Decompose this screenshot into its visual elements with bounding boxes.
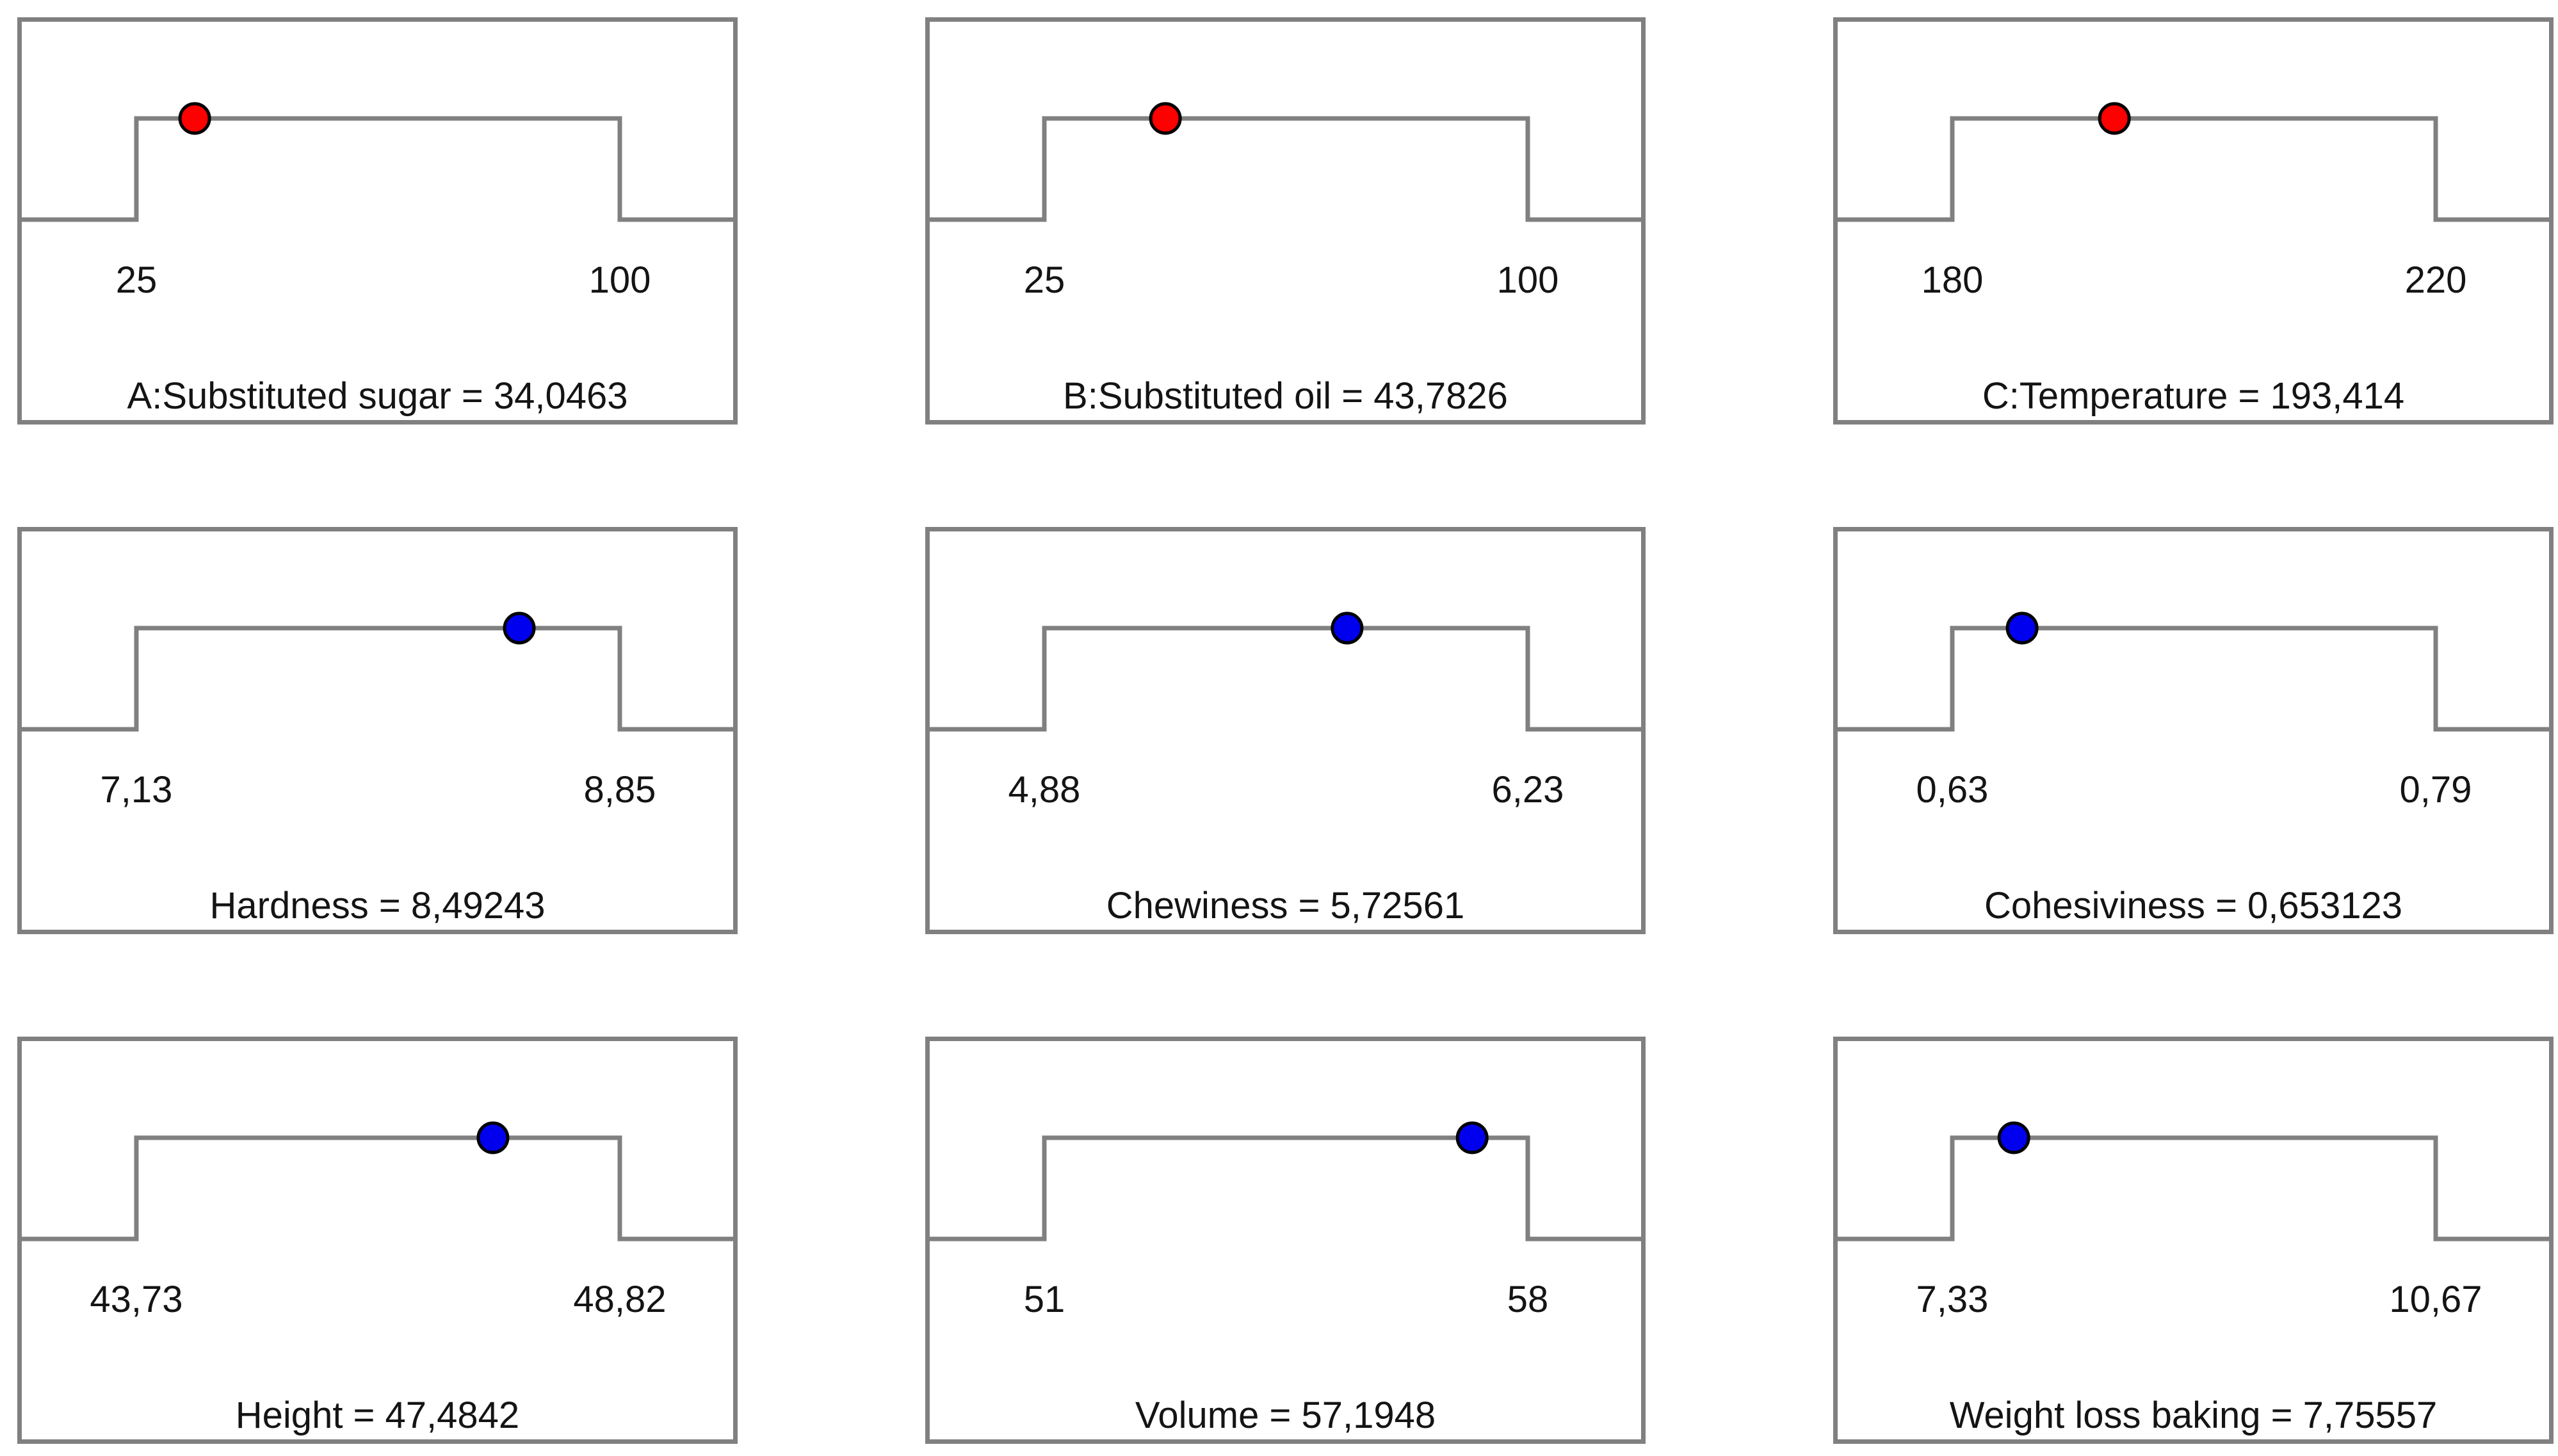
ramp-plot — [1838, 102, 2549, 222]
min-label: 25 — [1023, 259, 1065, 301]
panel-title: A:Substituted sugar = 34,0463 — [127, 375, 628, 417]
ramp-panel-Chewiness: 4,88 6,23 Chewiness = 5,72561 — [925, 527, 1646, 934]
min-label: 7,13 — [100, 769, 173, 811]
value-dot-Chewiness[interactable] — [1331, 611, 1364, 645]
ramp-panel-B: 25 100 B:Substituted oil = 43,7826 — [925, 17, 1646, 425]
panel-title: Chewiness = 5,72561 — [1106, 885, 1465, 926]
ramp-line — [1838, 116, 2549, 222]
ramp-plot — [22, 102, 733, 222]
max-label: 48,82 — [573, 1279, 667, 1320]
panel-title: Weight loss baking = 7,75557 — [1949, 1395, 2438, 1436]
ramp-grid: 25 100 A:Substituted sugar = 34,0463 25 … — [17, 17, 2554, 1444]
ramp-panel-A: 25 100 A:Substituted sugar = 34,0463 — [17, 17, 738, 425]
value-dot-Hardness[interactable] — [503, 611, 536, 645]
value-dot-C[interactable] — [2098, 102, 2131, 135]
panel-title: Volume = 57,1948 — [1135, 1395, 1436, 1436]
ramp-line — [930, 626, 1641, 732]
min-label: 4,88 — [1008, 769, 1081, 811]
max-label: 100 — [1496, 259, 1559, 301]
min-label: 25 — [115, 259, 158, 301]
panel-title: Height = 47,4842 — [235, 1395, 520, 1436]
panel-title: Cohesiviness = 0,653123 — [1984, 885, 2402, 926]
ramp-line — [22, 116, 733, 222]
ramp-plot — [930, 102, 1641, 222]
ramp-plot — [22, 611, 733, 732]
max-label: 220 — [2404, 259, 2467, 301]
max-label: 100 — [588, 259, 651, 301]
value-dot-Cohesiviness[interactable] — [2005, 611, 2039, 645]
ramp-plot — [1838, 1121, 2549, 1242]
ramp-plot — [1838, 611, 2549, 732]
min-label: 180 — [1921, 259, 1984, 301]
ramp-line — [1838, 1135, 2549, 1242]
ramp-line — [22, 1135, 733, 1242]
max-label: 6,23 — [1491, 769, 1564, 811]
value-dot-B[interactable] — [1149, 102, 1182, 135]
ramp-panel-C: 180 220 C:Temperature = 193,414 — [1833, 17, 2554, 425]
ramp-line — [1838, 626, 2549, 732]
ramp-panel-Cohesiviness: 0,63 0,79 Cohesiviness = 0,653123 — [1833, 527, 2554, 934]
max-label: 10,67 — [2389, 1279, 2482, 1320]
ramp-panel-Volume: 51 58 Volume = 57,1948 — [925, 1037, 1646, 1444]
ramp-plot — [930, 611, 1641, 732]
ramp-panel-Hardness: 7,13 8,85 Hardness = 8,49243 — [17, 527, 738, 934]
min-label: 7,33 — [1916, 1279, 1989, 1320]
ramp-plot — [22, 1121, 733, 1242]
value-dot-WeightLossBaking[interactable] — [1997, 1121, 2030, 1154]
min-label: 0,63 — [1916, 769, 1989, 811]
ramp-line — [930, 1135, 1641, 1242]
ramp-panel-WeightLossBaking: 7,33 10,67 Weight loss baking = 7,75557 — [1833, 1037, 2554, 1444]
min-label: 43,73 — [90, 1279, 183, 1320]
panel-title: B:Substituted oil = 43,7826 — [1063, 375, 1508, 417]
min-label: 51 — [1023, 1279, 1065, 1320]
max-label: 8,85 — [583, 769, 656, 811]
panel-title: C:Temperature = 193,414 — [1982, 375, 2405, 417]
ramp-panel-Height: 43,73 48,82 Height = 47,4842 — [17, 1037, 738, 1444]
value-dot-Height[interactable] — [476, 1121, 510, 1154]
max-label: 58 — [1507, 1279, 1549, 1320]
value-dot-Volume[interactable] — [1455, 1121, 1489, 1154]
ramp-line — [22, 626, 733, 732]
panel-title: Hardness = 8,49243 — [209, 885, 546, 926]
max-label: 0,79 — [2399, 769, 2472, 811]
ramp-plot — [930, 1121, 1641, 1242]
value-dot-A[interactable] — [178, 102, 211, 135]
ramp-line — [930, 116, 1641, 222]
